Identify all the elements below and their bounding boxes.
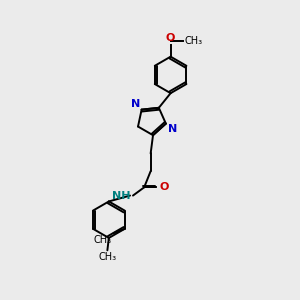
Text: CH₃: CH₃ — [98, 251, 116, 262]
Text: CH₃: CH₃ — [94, 235, 112, 245]
Text: NH: NH — [112, 190, 130, 201]
Text: O: O — [166, 33, 175, 43]
Text: N: N — [168, 124, 178, 134]
Text: N: N — [131, 99, 140, 109]
Text: CH₃: CH₃ — [184, 36, 202, 46]
Text: O: O — [160, 182, 169, 192]
